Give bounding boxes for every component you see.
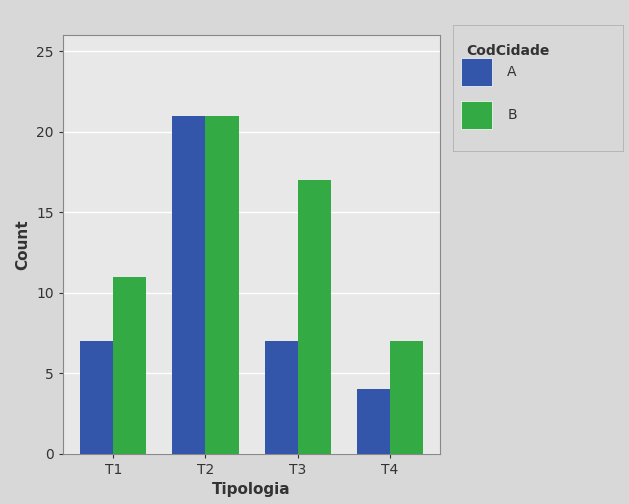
FancyBboxPatch shape — [462, 58, 492, 86]
Bar — [113, 277, 147, 454]
Bar — [172, 116, 206, 454]
Bar — [357, 389, 390, 454]
Bar — [390, 341, 423, 454]
Bar — [80, 341, 113, 454]
Bar — [206, 116, 238, 454]
Text: A: A — [507, 65, 517, 79]
Bar — [298, 180, 331, 454]
Text: CodCidade: CodCidade — [467, 44, 550, 58]
X-axis label: Tipologia: Tipologia — [213, 482, 291, 497]
Text: B: B — [507, 108, 517, 121]
Y-axis label: Count: Count — [16, 219, 31, 270]
FancyBboxPatch shape — [462, 101, 492, 129]
Bar — [265, 341, 298, 454]
